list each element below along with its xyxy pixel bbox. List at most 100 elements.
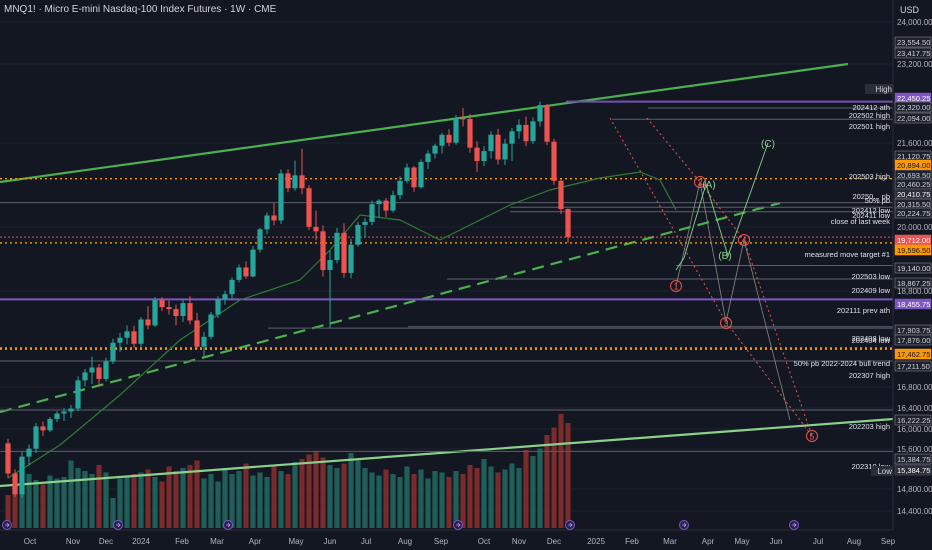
- candle[interactable]: [68, 405, 74, 418]
- candle[interactable]: [306, 185, 312, 230]
- candle[interactable]: [103, 357, 109, 382]
- candle[interactable]: [159, 297, 165, 312]
- candle[interactable]: [334, 227, 340, 264]
- candle[interactable]: [180, 299, 186, 322]
- upper-trendline[interactable]: [0, 62, 849, 184]
- price-tag[interactable]: 17,211.50: [894, 360, 932, 372]
- candle[interactable]: [33, 422, 39, 454]
- candle[interactable]: [544, 104, 550, 146]
- candle[interactable]: [75, 376, 81, 412]
- candle[interactable]: [229, 277, 235, 299]
- price-tag[interactable]: 20,693.50: [894, 169, 932, 181]
- projection-path-red[interactable]: [646, 117, 813, 437]
- price-tag[interactable]: 22,094.00: [894, 112, 932, 124]
- candle[interactable]: [110, 338, 116, 365]
- candle[interactable]: [236, 264, 242, 283]
- candle[interactable]: [530, 117, 536, 144]
- candle[interactable]: [208, 312, 214, 340]
- candle[interactable]: [12, 469, 18, 497]
- event-icon[interactable]: [679, 520, 689, 530]
- waypoint-red-1[interactable]: 1: [670, 280, 682, 292]
- candle[interactable]: [299, 148, 305, 195]
- event-icon[interactable]: [113, 520, 123, 530]
- candle[interactable]: [467, 113, 473, 153]
- candle[interactable]: [453, 114, 459, 145]
- event-icon[interactable]: [789, 520, 799, 530]
- candle[interactable]: [194, 313, 200, 350]
- candle[interactable]: [54, 411, 60, 422]
- candle[interactable]: [355, 221, 361, 247]
- price-tag[interactable]: 19,596.50: [894, 244, 932, 256]
- price-tag[interactable]: 20,410.75: [894, 188, 932, 200]
- candle[interactable]: [138, 316, 144, 347]
- candle[interactable]: [509, 127, 515, 162]
- candle[interactable]: [369, 200, 375, 226]
- waypoint-red-3[interactable]: 3: [720, 317, 732, 329]
- candle[interactable]: [481, 146, 487, 166]
- candle[interactable]: [5, 438, 11, 478]
- candle[interactable]: [404, 163, 410, 184]
- candle[interactable]: [222, 290, 228, 305]
- candle[interactable]: [264, 212, 270, 235]
- candle[interactable]: [292, 160, 298, 191]
- event-icon[interactable]: [453, 520, 463, 530]
- candle[interactable]: [124, 325, 130, 345]
- projection-path-green[interactable]: [675, 142, 769, 271]
- candle[interactable]: [82, 368, 88, 387]
- price-tag[interactable]: 16,222.25: [894, 414, 932, 426]
- level-tag-high[interactable]: High: [865, 84, 895, 94]
- candle[interactable]: [19, 451, 25, 498]
- candle[interactable]: [376, 199, 382, 218]
- candle[interactable]: [446, 128, 452, 147]
- candle[interactable]: [173, 304, 179, 326]
- price-tag[interactable]: 19,712.00: [894, 234, 932, 246]
- candle[interactable]: [348, 238, 354, 279]
- candle[interactable]: [40, 421, 46, 436]
- event-icon[interactable]: [565, 520, 575, 530]
- candle[interactable]: [537, 101, 543, 127]
- candle[interactable]: [285, 169, 291, 193]
- candle[interactable]: [425, 150, 431, 169]
- price-tag[interactable]: 22,320.00: [894, 101, 932, 113]
- candle[interactable]: [495, 128, 501, 165]
- candle[interactable]: [187, 296, 193, 325]
- candle[interactable]: [131, 325, 137, 348]
- candle[interactable]: [320, 225, 326, 277]
- candle[interactable]: [523, 116, 529, 147]
- price-tag[interactable]: 18,867.25: [894, 277, 932, 289]
- candle[interactable]: [96, 364, 102, 386]
- candle[interactable]: [313, 210, 319, 241]
- price-tag[interactable]: 20,894.00: [894, 159, 932, 171]
- candle[interactable]: [565, 208, 571, 243]
- price-tag[interactable]: 20,315.50: [894, 198, 932, 210]
- waypoint-red-5[interactable]: 5: [806, 430, 818, 442]
- candle[interactable]: [383, 198, 389, 217]
- candle[interactable]: [411, 165, 417, 192]
- candle[interactable]: [327, 250, 333, 329]
- price-tag[interactable]: 20,460.25: [894, 178, 932, 190]
- price-tag[interactable]: 22,450.25: [894, 92, 932, 104]
- candle[interactable]: [488, 131, 494, 159]
- waypoint-red-2[interactable]: 2: [694, 176, 706, 188]
- candle[interactable]: [243, 261, 249, 279]
- projection-zigzag[interactable]: [675, 181, 791, 421]
- candle[interactable]: [439, 132, 445, 154]
- candle[interactable]: [474, 141, 480, 172]
- candle[interactable]: [418, 159, 424, 189]
- price-tag[interactable]: 21,120.75: [894, 150, 932, 162]
- price-tag[interactable]: 17,876.00: [894, 334, 932, 346]
- candle[interactable]: [61, 408, 67, 421]
- candle[interactable]: [271, 203, 277, 226]
- candle[interactable]: [152, 297, 158, 327]
- candle[interactable]: [257, 227, 263, 253]
- candle[interactable]: [460, 108, 466, 127]
- price-tag[interactable]: 15,384.75: [894, 464, 932, 476]
- price-tag[interactable]: 18,455.75: [894, 298, 932, 310]
- event-icon[interactable]: [223, 520, 233, 530]
- candle[interactable]: [551, 138, 557, 185]
- candle[interactable]: [278, 169, 284, 224]
- price-tag[interactable]: 17,903.75: [894, 324, 932, 336]
- lower-trendline[interactable]: [0, 417, 894, 488]
